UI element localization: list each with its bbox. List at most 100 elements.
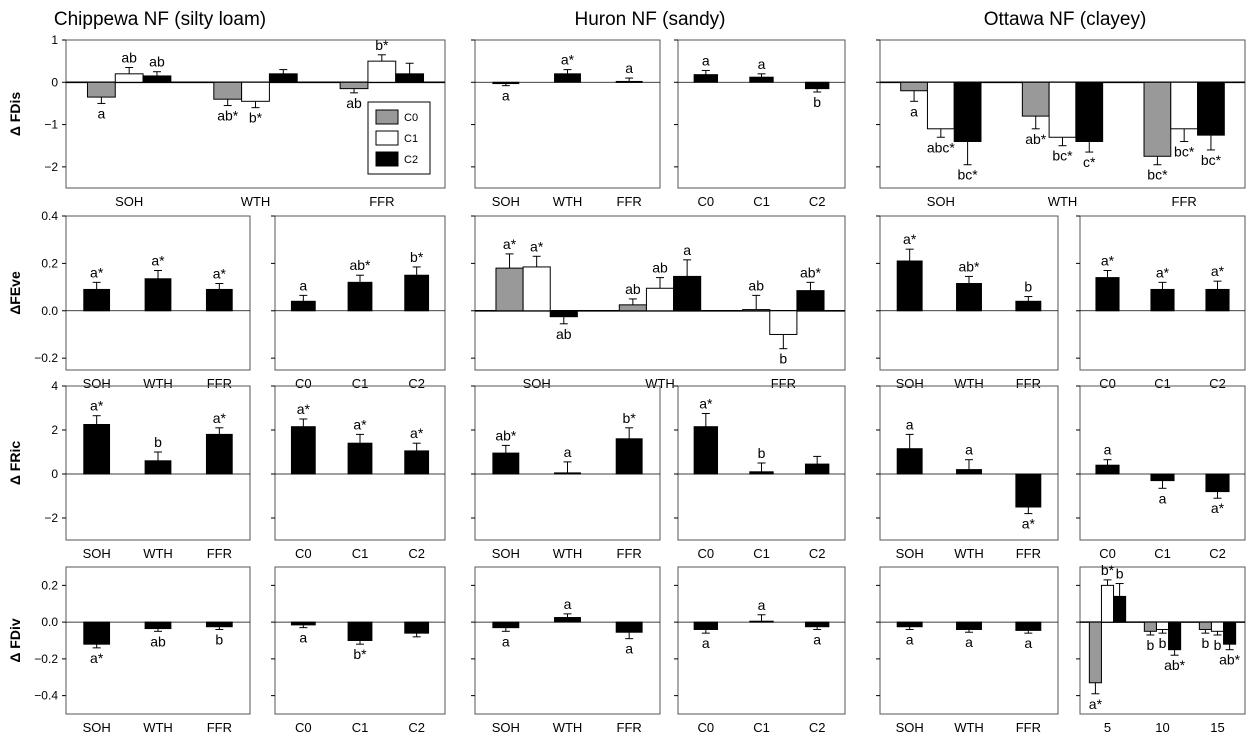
significance-label: ab: [748, 277, 764, 293]
significance-label: b: [1159, 635, 1167, 651]
x-tick-label: C2: [809, 720, 826, 735]
significance-label: ab*: [958, 258, 980, 274]
significance-label: a*: [213, 410, 227, 426]
bar: [290, 621, 316, 626]
significance-label: a: [625, 60, 633, 76]
bar: [492, 81, 520, 85]
x-tick-label: C1: [352, 376, 369, 391]
bar: [953, 81, 982, 142]
significance-label: a: [906, 631, 914, 647]
bar: [213, 81, 243, 100]
x-tick-label: C2: [408, 376, 425, 391]
panel-huron-fdiv-trt: SOH a WTH a FFR a: [471, 566, 661, 735]
significance-label: a: [564, 444, 572, 460]
column-title-chippewa: Chippewa NF (silty loam): [53, 9, 267, 30]
y-tick-label: 0.0: [41, 304, 58, 318]
bar: [956, 283, 982, 312]
significance-label: a: [502, 88, 510, 104]
x-tick-label: C0: [295, 376, 312, 391]
significance-label: bc*: [957, 167, 978, 183]
bar: [142, 75, 172, 83]
significance-label: a*: [90, 398, 104, 414]
significance-label: a: [702, 52, 710, 68]
legend-swatch: [375, 109, 399, 125]
x-tick-label: C1: [1154, 546, 1171, 561]
panel-frame: [65, 566, 251, 715]
y-axis-label: ΔFEve: [7, 271, 23, 315]
panel-frame: [879, 385, 1059, 541]
bar: [1095, 277, 1120, 312]
x-tick-label: SOH: [492, 194, 520, 209]
x-tick-label: SOH: [896, 546, 924, 561]
x-tick-label: C1: [753, 546, 770, 561]
bar: [554, 73, 581, 83]
bar: [749, 471, 774, 475]
panel-frame: [879, 215, 1059, 371]
significance-label: a: [683, 242, 691, 258]
significance-label: c*: [1083, 154, 1096, 170]
x-tick-label: C0: [698, 546, 715, 561]
bar: [339, 81, 369, 90]
bar: [896, 621, 923, 628]
significance-label: a*: [90, 264, 104, 280]
panel-frame: [474, 39, 661, 189]
significance-label: ab: [121, 49, 137, 65]
column-title-ottawa: Ottawa NF (clayey): [983, 9, 1147, 30]
bar: [1170, 81, 1199, 130]
bar: [693, 74, 719, 83]
y-tick-label: −2: [44, 160, 58, 174]
x-tick-label: 10: [1155, 720, 1169, 735]
x-tick-label: C1: [352, 546, 369, 561]
panel-frame: [274, 566, 446, 715]
significance-label: bc*: [1174, 143, 1195, 159]
significance-label: a*: [213, 266, 227, 282]
x-tick-label: FFR: [617, 194, 642, 209]
significance-label: b: [154, 434, 162, 450]
bar: [268, 73, 298, 83]
significance-label: ab*: [217, 108, 239, 124]
x-tick-label: WTH: [954, 376, 984, 391]
panel-frame: [677, 566, 846, 715]
x-tick-label: C2: [408, 546, 425, 561]
bar: [1100, 584, 1115, 623]
panel-chip-fdiv-trt: 0.2 0.0 −0.2 −0.4 Δ FDiv SOH a* WTH ab FFR b: [7, 566, 251, 735]
bar: [1113, 595, 1127, 623]
significance-label: b: [1214, 637, 1222, 653]
x-tick-label: C0: [1099, 546, 1116, 561]
significance-label: bc*: [1147, 167, 1168, 183]
panel-ottawa-fric-cut: C0 a C1 a C2 a*: [1076, 385, 1246, 561]
bar: [615, 621, 643, 633]
bar: [492, 452, 520, 475]
bar: [1021, 81, 1050, 117]
bar: [1168, 621, 1182, 651]
significance-label: ab: [625, 281, 641, 297]
y-axis-label: Δ FDis: [7, 92, 23, 137]
y-tick-label: 0.2: [41, 578, 58, 592]
significance-label: ab: [556, 326, 572, 342]
y-tick-label: −0.4: [34, 689, 58, 703]
significance-label: a: [910, 103, 918, 119]
significance-label: b*: [375, 37, 389, 53]
bar: [83, 621, 111, 645]
x-tick-label: C1: [352, 720, 369, 735]
y-tick-label: −1: [44, 118, 58, 132]
bar: [1205, 473, 1230, 493]
x-tick-label: FFR: [1016, 376, 1041, 391]
significance-label: b: [1147, 637, 1155, 653]
bar: [615, 80, 643, 83]
significance-label: a: [299, 630, 307, 646]
legend-label: C1: [404, 133, 418, 145]
x-tick-label: SOH: [896, 376, 924, 391]
bar: [554, 617, 581, 623]
panel-ottawa-fdiv-trt: SOH a WTH a FFR a: [876, 566, 1059, 735]
x-tick-label: WTH: [143, 376, 173, 391]
bar: [404, 450, 430, 475]
bar: [404, 621, 430, 634]
bar: [896, 448, 923, 475]
significance-label: ab*: [349, 257, 371, 273]
legend-label: C2: [404, 154, 418, 166]
significance-label: a*: [1089, 696, 1103, 712]
significance-label: b*: [410, 249, 424, 265]
bar: [1048, 81, 1077, 138]
